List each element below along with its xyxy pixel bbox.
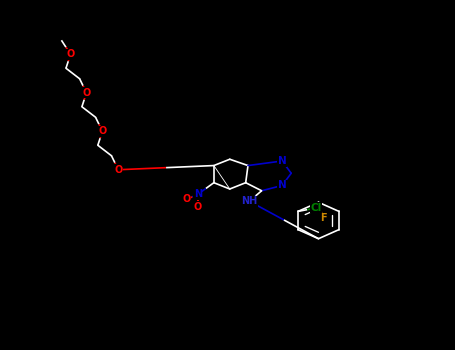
- Text: O: O: [194, 202, 202, 211]
- Text: O: O: [98, 126, 106, 136]
- Text: N: N: [194, 189, 202, 199]
- Text: O: O: [114, 165, 122, 175]
- Text: NH: NH: [241, 196, 258, 206]
- Text: O: O: [182, 195, 191, 204]
- Text: N: N: [278, 181, 287, 190]
- Text: F: F: [320, 213, 326, 223]
- Text: Cl: Cl: [311, 203, 322, 213]
- Text: N: N: [278, 156, 287, 166]
- Text: O: O: [82, 88, 91, 98]
- Text: O: O: [66, 49, 75, 59]
